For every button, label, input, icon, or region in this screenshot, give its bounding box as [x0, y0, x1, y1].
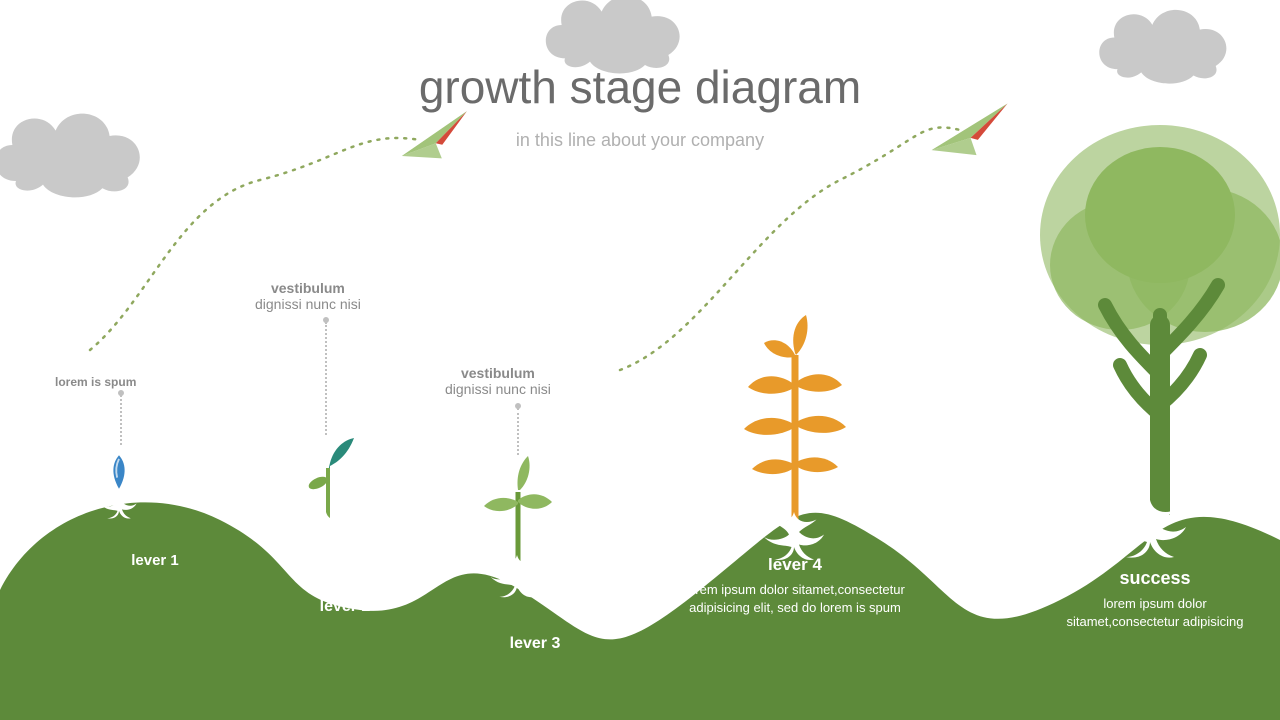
stage-3-label: lever 3 — [475, 635, 595, 659]
paper-plane-icon — [922, 94, 1017, 169]
annotation-text: vestibulumdignissi nunc nisi — [445, 365, 551, 397]
roots-icon — [482, 555, 552, 604]
annotation-connector — [120, 395, 122, 445]
sprout2-icon — [480, 452, 556, 567]
diagram-canvas: growth stage diagram in this line about … — [0, 0, 1280, 720]
stage-4-label: lever 4lorem ipsum dolor sitamet,consect… — [680, 555, 910, 617]
sprout1-icon — [300, 428, 356, 523]
annotation-connector — [517, 408, 519, 455]
stage-2-label: lever 2 — [285, 598, 405, 622]
roots-icon — [296, 512, 356, 555]
annotation-connector — [325, 322, 327, 435]
sapling-icon — [730, 315, 860, 525]
annotation-text: vestibulumdignissi nunc nisi — [255, 280, 361, 312]
roots-icon — [1085, 500, 1215, 565]
annotation-text: lorem is spum — [55, 375, 136, 389]
stage-1-label: lever 1 — [95, 552, 215, 575]
tree-icon — [1030, 115, 1280, 520]
roots-icon — [97, 490, 141, 525]
stage-5-label: successlorem ipsum dolor sitamet,consect… — [1050, 568, 1260, 631]
paper-plane-icon — [391, 103, 479, 174]
